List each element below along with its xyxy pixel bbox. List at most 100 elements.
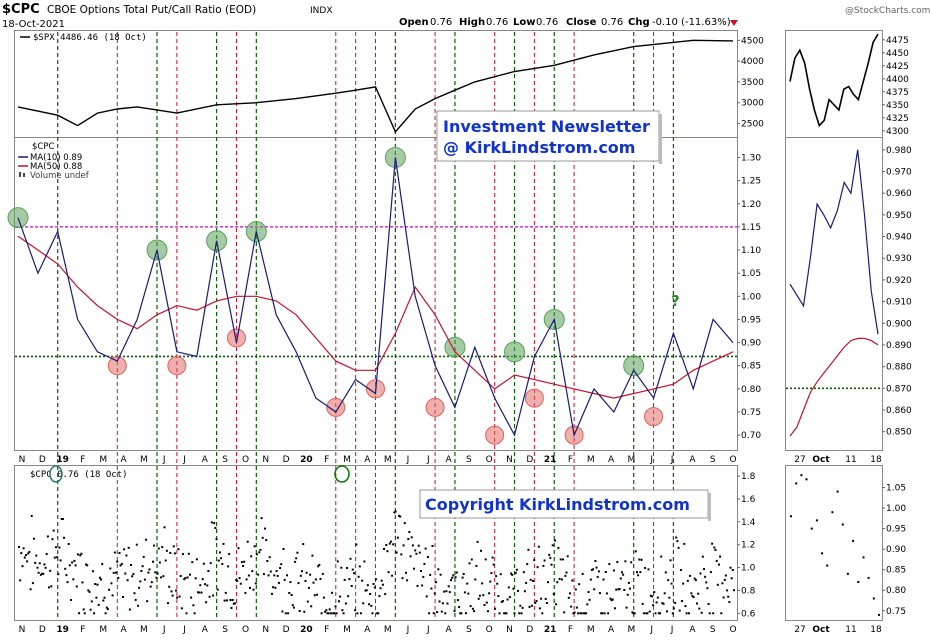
cpc-daily-point — [307, 586, 310, 589]
cpc-daily-point — [402, 544, 405, 547]
cpc-daily-point — [705, 581, 708, 584]
zoom-cpc-daily-point — [872, 597, 875, 600]
cpc-daily-point — [515, 568, 518, 571]
cpc-daily-point — [243, 560, 246, 563]
x-tick-label: A — [121, 625, 128, 635]
cpc-daily-point — [667, 579, 670, 582]
cpc-daily-point — [672, 607, 675, 610]
spx-series-line — [17, 39, 734, 134]
cpc-y-tick: 1.30 — [741, 154, 761, 164]
cpc-y-tick: 1.25 — [741, 177, 761, 187]
spx-y-tick: 3000 — [741, 99, 764, 109]
cpc-daily-point — [316, 593, 318, 596]
cpc-daily-point — [720, 612, 723, 615]
zoom-cpc-daily-point — [790, 515, 792, 518]
cpc-daily-point — [325, 609, 328, 612]
cpc-daily-point — [242, 565, 245, 567]
cpc-daily-point — [363, 560, 366, 563]
cpc-daily-point — [592, 568, 595, 571]
cpc-daily-point — [200, 591, 203, 594]
cpc-daily-point — [703, 568, 705, 570]
cpc-daily-point — [33, 537, 35, 540]
cpc-daily-point — [541, 612, 544, 615]
cpc-daily-point — [527, 548, 530, 551]
cpc-daily-point — [458, 606, 461, 608]
x-tick-label: O — [486, 455, 493, 465]
cpc-daily-point — [312, 581, 315, 584]
cpc-daily-point — [86, 564, 89, 567]
cpc-daily-point — [674, 601, 677, 604]
cpc-daily-point — [225, 599, 228, 602]
cpc-daily-point — [356, 612, 359, 615]
zoom-cpc-daily-point — [836, 490, 839, 493]
cpc-daily-point — [124, 572, 127, 575]
cpc-daily-point — [422, 575, 425, 578]
cpc-daily-point — [459, 612, 462, 615]
cpc-y-tick: 1.10 — [741, 246, 761, 256]
cpc-daily-point — [544, 597, 547, 600]
cpc-daily-point — [485, 601, 488, 604]
cpc-daily-point — [532, 580, 534, 582]
cpc-daily-point — [490, 572, 493, 575]
cpc-daily-point — [701, 555, 704, 558]
x-tick-label: 20 — [300, 455, 313, 465]
cpc-daily-point — [66, 581, 69, 584]
cpc-daily-point — [125, 554, 128, 557]
cpc-daily-point — [326, 612, 329, 615]
cpc-daily-point — [215, 538, 218, 541]
x-tick-label: 19 — [56, 625, 69, 635]
cpc-daily-point — [630, 561, 633, 564]
cpc-daily-point — [488, 592, 491, 595]
series-lines — [17, 33, 879, 438]
cpc-daily-point — [222, 542, 225, 545]
x-tick-label: O — [729, 455, 736, 465]
x-tick-label: S — [710, 455, 716, 465]
x-tick-label: S — [222, 455, 228, 465]
cpc-daily-point — [467, 592, 470, 595]
cpc-daily-point — [567, 596, 570, 599]
x-tick-label: M — [343, 625, 351, 635]
cpc-daily-point — [706, 587, 709, 590]
cpc-daily-point — [461, 576, 464, 579]
cpc-daily-point — [161, 546, 164, 549]
cpc-daily-point — [491, 556, 494, 559]
cpc-daily-point — [624, 560, 627, 563]
cpc-daily-point — [348, 578, 351, 581]
x-tick-label: A — [121, 455, 128, 465]
spx-y-tick: 2500 — [741, 120, 764, 130]
cpc-daily-point — [262, 573, 265, 576]
cpc-daily-point — [120, 562, 123, 565]
cpc-daily-point — [415, 552, 418, 555]
cpc-daily-point — [456, 599, 459, 602]
cpc-daily-point — [318, 564, 321, 566]
copyright-box: Copyright KirkLindstrom.com — [419, 489, 711, 521]
cpc-daily-point — [184, 577, 187, 580]
cpc-daily-point — [632, 612, 635, 615]
x-tick-label: J — [649, 455, 653, 465]
lower-y-tick: 0.8 — [741, 586, 756, 596]
cpc-daily-point — [641, 602, 644, 605]
cpc-daily-point — [319, 577, 322, 580]
cpc-daily-point — [52, 529, 55, 532]
x-tick-label: M — [384, 625, 392, 635]
zoom-lower-y-tick: 0.95 — [886, 525, 906, 535]
cpc-daily-point — [122, 596, 124, 598]
open-value: 0.76 — [430, 17, 452, 28]
cpc-daily-point — [381, 583, 384, 586]
y-axis-ticks: 4500 4000 3500 3000 2500 1.30 1.25 1.20 1.15 1.10… — [737, 36, 912, 619]
zoom-lower-y-tick: 0.85 — [886, 566, 906, 576]
red-signal-circle — [226, 328, 246, 348]
zoom-cpc-y-tick: 0.930 — [886, 254, 912, 264]
cpc-daily-point — [475, 564, 478, 567]
cpc-daily-point — [127, 546, 130, 549]
cpc-daily-point — [220, 557, 223, 560]
zoom-x-tick-label: 27 — [794, 625, 805, 635]
x-tick-label: 20 — [300, 625, 313, 635]
cpc-daily-point — [685, 612, 688, 615]
cpc-daily-point — [371, 612, 374, 615]
cpc-daily-point — [393, 511, 396, 514]
cpc-daily-point — [163, 526, 166, 529]
zoom-spx-line — [789, 33, 879, 128]
cpc-daily-point — [64, 567, 67, 570]
cpc-daily-point — [436, 611, 439, 614]
